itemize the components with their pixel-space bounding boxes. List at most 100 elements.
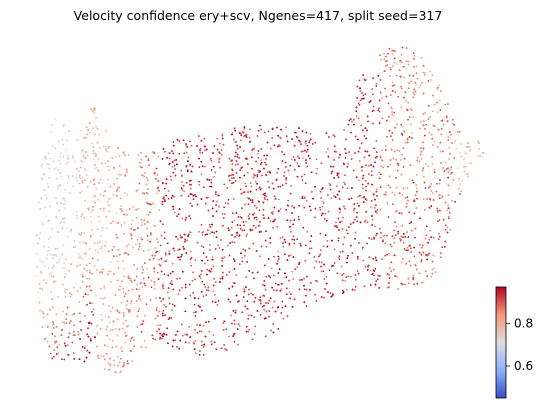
scatter-point [245, 221, 247, 223]
scatter-point [189, 217, 192, 220]
scatter-point [78, 301, 81, 303]
scatter-point [374, 268, 377, 270]
scatter-point [409, 264, 412, 267]
scatter-point [287, 199, 289, 202]
scatter-point [321, 205, 324, 208]
scatter-point [375, 234, 377, 237]
scatter-point [104, 315, 107, 318]
scatter-point [327, 148, 329, 150]
scatter-point [221, 213, 224, 215]
scatter-point [320, 214, 323, 217]
scatter-point [210, 160, 213, 162]
scatter-point [69, 295, 72, 298]
scatter-point [207, 196, 209, 199]
scatter-point [137, 248, 140, 250]
scatter-point [123, 252, 126, 255]
scatter-point [193, 342, 195, 345]
scatter-point [386, 202, 389, 204]
scatter-point [171, 280, 173, 282]
scatter-point [253, 316, 255, 318]
scatter-point [209, 232, 212, 235]
scatter-point [344, 207, 346, 210]
scatter-point [147, 249, 150, 251]
scatter-point [325, 276, 328, 278]
scatter-point [397, 164, 400, 166]
scatter-point [165, 260, 168, 262]
scatter-point [200, 173, 203, 175]
scatter-point [92, 308, 95, 311]
scatter-point [233, 241, 236, 244]
scatter-point [377, 109, 380, 111]
scatter-point [62, 125, 65, 128]
scatter-point [247, 172, 249, 174]
scatter-point [262, 208, 265, 211]
scatter-point [350, 275, 352, 278]
scatter-point [81, 176, 84, 179]
scatter-point [460, 190, 462, 193]
scatter-point [344, 280, 346, 282]
scatter-point [439, 99, 441, 102]
scatter-point [204, 165, 206, 168]
scatter-point [52, 264, 55, 266]
scatter-point [247, 314, 250, 317]
scatter-point [322, 270, 325, 273]
scatter-point [221, 133, 223, 135]
scatter-point [80, 159, 82, 162]
scatter-point [352, 169, 355, 172]
scatter-point [438, 84, 440, 87]
scatter-point [58, 343, 60, 346]
scatter-point [220, 149, 223, 151]
scatter-point [168, 250, 170, 252]
scatter-point [57, 296, 59, 298]
scatter-point [286, 135, 288, 137]
scatter-point [134, 228, 136, 231]
scatter-point [258, 187, 260, 190]
scatter-point [107, 165, 109, 167]
scatter-point [213, 176, 215, 178]
scatter-point [377, 278, 379, 281]
scatter-point [255, 189, 258, 191]
scatter-point [238, 235, 240, 238]
scatter-point [381, 149, 383, 152]
scatter-point [72, 352, 75, 354]
scatter-point [44, 173, 47, 176]
scatter-point [290, 185, 292, 187]
scatter-point [402, 242, 405, 244]
scatter-point [346, 232, 349, 235]
scatter-point [248, 213, 251, 215]
scatter-point [65, 149, 67, 151]
scatter-point [137, 310, 140, 312]
scatter-point [257, 152, 259, 155]
scatter-point [420, 158, 423, 160]
scatter-point [35, 274, 38, 277]
scatter-point [338, 258, 341, 261]
scatter-point [408, 282, 410, 285]
scatter-point [212, 290, 215, 292]
scatter-point [396, 63, 398, 65]
scatter-point [277, 185, 280, 188]
scatter-point [361, 196, 363, 199]
scatter-point [164, 187, 166, 190]
scatter-point [157, 324, 159, 327]
scatter-point [92, 195, 95, 198]
scatter-point [89, 215, 92, 218]
scatter-point [446, 209, 449, 211]
scatter-point [418, 160, 421, 163]
scatter-point [280, 288, 283, 290]
scatter-point [169, 152, 171, 154]
scatter-point [106, 345, 109, 347]
scatter-point [217, 244, 219, 247]
scatter-point [277, 250, 279, 253]
scatter-point [63, 124, 65, 126]
scatter-point [80, 257, 83, 260]
scatter-point [48, 273, 51, 275]
scatter-point [79, 287, 82, 289]
scatter-point [278, 198, 280, 201]
scatter-point [301, 179, 304, 181]
scatter-point [372, 272, 375, 275]
scatter-point [198, 231, 200, 233]
scatter-point [443, 170, 446, 172]
scatter-point [302, 157, 304, 160]
scatter-point [345, 276, 348, 279]
scatter-point [391, 245, 393, 248]
